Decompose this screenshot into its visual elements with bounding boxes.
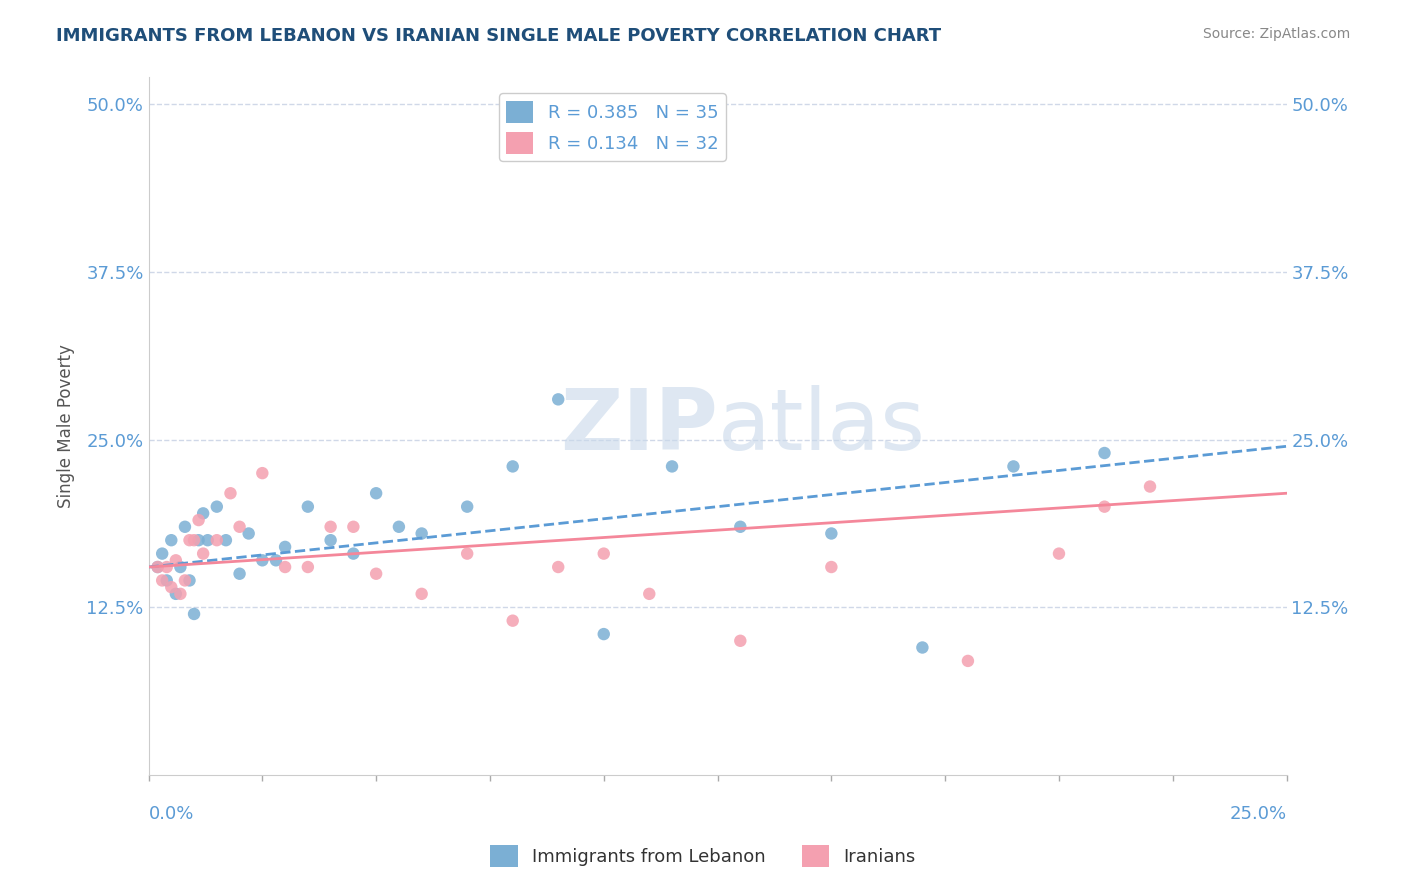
Point <box>174 574 197 588</box>
Point <box>205 533 228 548</box>
Point <box>297 560 319 574</box>
Point <box>183 607 205 621</box>
Point <box>411 587 433 601</box>
Point <box>820 560 842 574</box>
Point <box>319 520 342 534</box>
Point <box>1139 479 1161 493</box>
Point <box>156 574 179 588</box>
Point <box>456 500 478 514</box>
Point <box>150 574 173 588</box>
Point <box>187 533 209 548</box>
Point <box>388 520 411 534</box>
Point <box>219 486 242 500</box>
Point <box>146 560 169 574</box>
Point <box>205 500 228 514</box>
Point <box>165 587 187 601</box>
Text: Source: ZipAtlas.com: Source: ZipAtlas.com <box>1202 27 1350 41</box>
Text: atlas: atlas <box>717 384 925 467</box>
Point <box>661 459 683 474</box>
Point <box>730 633 752 648</box>
Point <box>456 547 478 561</box>
Point <box>228 520 250 534</box>
Point <box>179 574 201 588</box>
Point <box>547 392 569 407</box>
Point <box>169 560 191 574</box>
Point <box>342 547 364 561</box>
Point <box>160 533 183 548</box>
Point <box>956 654 979 668</box>
Point <box>156 560 179 574</box>
Point <box>174 520 197 534</box>
Point <box>592 547 614 561</box>
Point <box>366 486 388 500</box>
Point <box>592 627 614 641</box>
Point <box>1094 500 1116 514</box>
Point <box>191 547 214 561</box>
Point <box>169 587 191 601</box>
Legend: Immigrants from Lebanon, Iranians: Immigrants from Lebanon, Iranians <box>484 838 922 874</box>
Point <box>1094 446 1116 460</box>
Point <box>366 566 388 581</box>
Point <box>502 459 524 474</box>
Point <box>165 553 187 567</box>
Text: 25.0%: 25.0% <box>1229 805 1286 823</box>
Point <box>274 540 297 554</box>
Point <box>197 533 219 548</box>
Point <box>274 560 297 574</box>
Legend: R = 0.385   N = 35, R = 0.134   N = 32: R = 0.385 N = 35, R = 0.134 N = 32 <box>499 94 725 161</box>
Point <box>297 500 319 514</box>
Point <box>238 526 260 541</box>
Point <box>730 520 752 534</box>
Text: ZIP: ZIP <box>560 384 717 467</box>
Point <box>820 526 842 541</box>
Point <box>187 513 209 527</box>
Point <box>215 533 238 548</box>
Point <box>191 507 214 521</box>
Point <box>160 580 183 594</box>
Y-axis label: Single Male Poverty: Single Male Poverty <box>58 344 75 508</box>
Point <box>1047 547 1070 561</box>
Point <box>911 640 934 655</box>
Point <box>146 560 169 574</box>
Point <box>638 587 661 601</box>
Point <box>411 526 433 541</box>
Point <box>252 466 274 480</box>
Point <box>319 533 342 548</box>
Point <box>150 547 173 561</box>
Point <box>547 560 569 574</box>
Point <box>228 566 250 581</box>
Point <box>179 533 201 548</box>
Point <box>342 520 364 534</box>
Text: 0.0%: 0.0% <box>149 805 194 823</box>
Point <box>264 553 287 567</box>
Text: IMMIGRANTS FROM LEBANON VS IRANIAN SINGLE MALE POVERTY CORRELATION CHART: IMMIGRANTS FROM LEBANON VS IRANIAN SINGL… <box>56 27 942 45</box>
Point <box>502 614 524 628</box>
Point <box>252 553 274 567</box>
Point <box>1002 459 1025 474</box>
Point <box>183 533 205 548</box>
